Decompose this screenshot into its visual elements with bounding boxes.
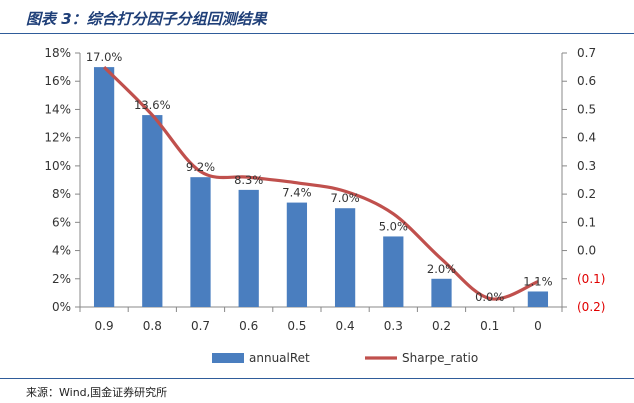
bar-data-label: 7.4% [282,186,311,200]
right-axis-tick-label: 0.5 [577,102,596,116]
bar-data-label: 1.1% [523,274,552,288]
bar-annualret [190,177,211,307]
x-axis-tick-label: 0 [534,319,542,333]
right-axis-tick-label: 0.4 [577,131,596,145]
bar-data-label: 7.0% [330,191,359,205]
line-sharpe-ratio [102,65,539,301]
right-axis-tick-label: 0.3 [577,159,596,173]
bar-data-label: 9.2% [186,160,215,174]
x-axis-tick-label: 0.9 [95,319,114,333]
left-axis-tick-label: 14% [44,102,71,116]
bar-annualret [527,291,549,307]
bar-data-label: 17.0% [86,50,123,64]
left-axis-tick-label: 6% [52,215,71,229]
chart-title: 图表 3：综合打分因子分组回测结果 [26,10,267,28]
bar-annualret [431,278,452,307]
bar-data-label: 8.3% [234,173,263,187]
right-axis-tick-label: 0.7 [577,46,596,60]
x-axis-tick-label: 0.6 [239,319,258,333]
x-axis-tick-label: 0.2 [432,319,451,333]
bar-annualret [238,189,259,307]
right-axis-tick-label: 0.1 [577,215,596,229]
legend-label-annualret: annualRet [249,351,310,365]
bar-data-label: 2.0% [427,262,456,276]
right-axis-tick-label: 0.2 [577,187,596,201]
x-axis-tick-label: 0.5 [287,319,306,333]
bar-annualret [286,202,308,307]
bottom-rule [0,378,634,379]
bar-annualret [334,208,356,307]
left-axis-tick-label: 18% [44,46,71,60]
legend-swatch-annualret [212,353,244,363]
left-axis-tick-label: 8% [52,187,71,201]
source-note: 来源：Wind,国金证券研究所 [26,386,168,399]
bar-data-label: 13.6% [134,98,171,112]
left-axis-tick-label: 16% [44,74,71,88]
x-axis-tick-label: 0.8 [143,319,162,333]
bar-data-label: 0.0% [475,290,504,304]
right-axis-tick-label: 0.6 [577,74,596,88]
x-axis-tick-label: 0.3 [384,319,403,333]
bar-line-chart: 0% 2% 4% 6% 8% 10% 12% 14% 16% 18% (0.2) (0.1) 0.0 0.… [44,46,605,365]
left-axis-tick-label: 2% [52,272,71,286]
left-axis-tick-label: 10% [44,159,71,173]
bar-annualret [93,67,115,307]
right-axis-tick-label: (0.2) [577,300,605,314]
left-axis-tick-label: 0% [52,300,71,314]
x-axis-tick-label: 0.7 [191,319,210,333]
right-axis-tick-label: 0.0 [577,244,596,258]
bar-annualret [142,115,163,307]
bar-annualret [383,236,404,307]
title-bar: 图表 3：综合打分因子分组回测结果 [0,0,634,34]
x-axis-tick-label: 0.1 [480,319,499,333]
left-axis-tick-label: 4% [52,244,71,258]
x-axis-tick-label: 0.4 [336,319,355,333]
left-axis-tick-label: 12% [44,131,71,145]
legend-label-sharpe-ratio: Sharpe_ratio [402,351,478,365]
right-axis-tick-label: (0.1) [577,272,605,286]
bar-data-label: 5.0% [379,219,408,233]
